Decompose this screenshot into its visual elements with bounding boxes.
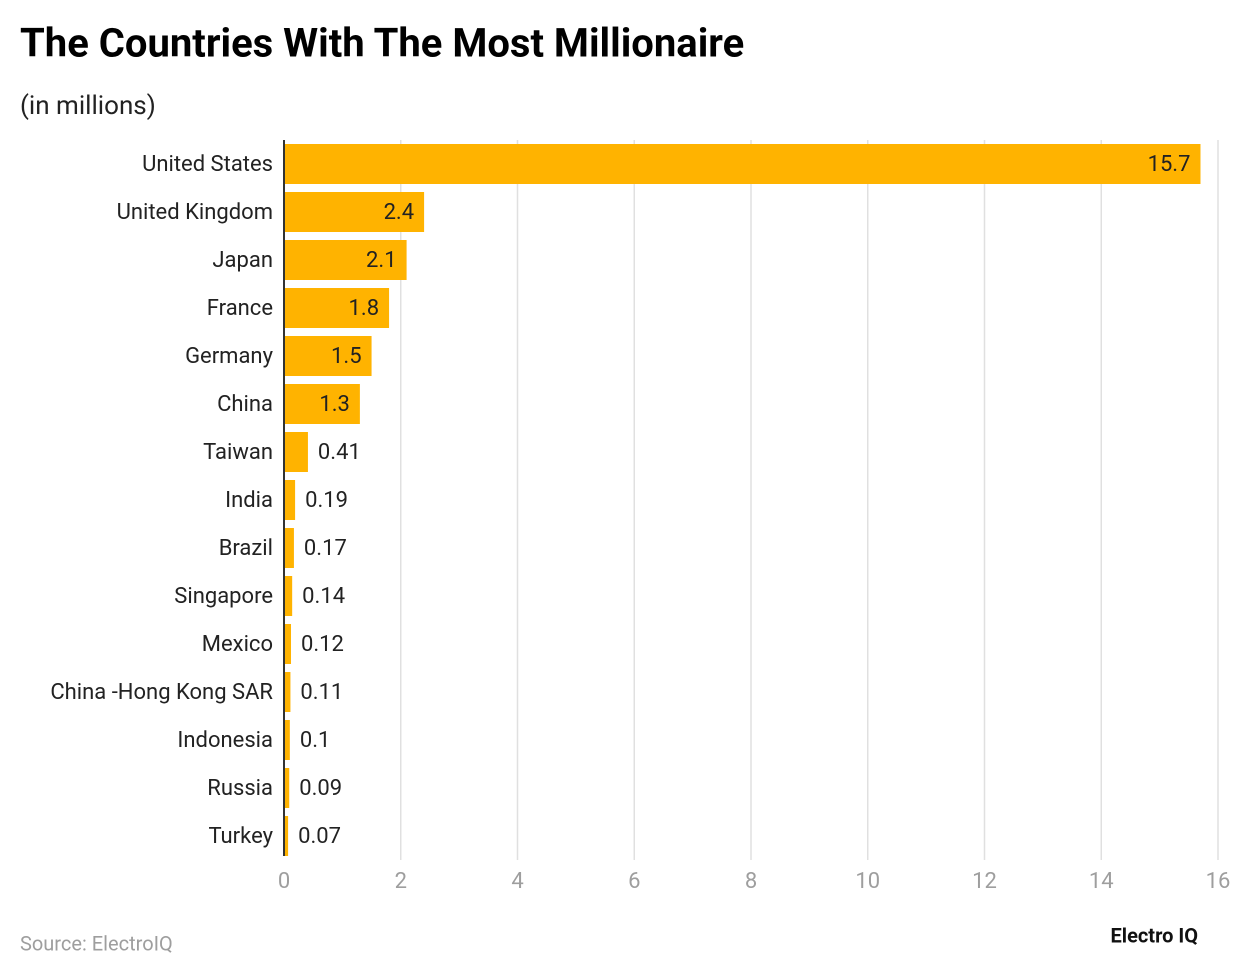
y-tick-label: Turkey [208, 824, 273, 849]
y-tick-label: China -Hong Kong SAR [50, 680, 273, 705]
y-tick-label: Russia [207, 776, 273, 801]
bar [284, 384, 360, 424]
value-label: 1.5 [331, 344, 362, 369]
x-tick-label: 10 [855, 869, 880, 894]
value-label: 0.11 [300, 680, 343, 705]
value-label: 0.12 [301, 632, 344, 657]
value-label: 1.3 [319, 392, 350, 417]
bar [284, 528, 294, 568]
bar [284, 480, 296, 520]
value-label: 0.09 [299, 776, 342, 801]
value-label: 2.4 [384, 200, 415, 225]
source: Source: ElectroIQ [20, 931, 173, 955]
y-tick-label: United Kingdom [117, 200, 273, 225]
x-tick-label: 16 [1206, 869, 1231, 894]
value-label: 1.8 [349, 296, 380, 321]
value-label: 0.19 [305, 488, 348, 513]
x-tick-label: 6 [628, 869, 640, 894]
bar [284, 720, 290, 760]
bar [284, 432, 308, 472]
y-tick-label: France [207, 296, 273, 321]
chart-subtitle: (in millions) [20, 91, 156, 121]
y-tick-label: Taiwan [203, 440, 273, 465]
value-label: 0.14 [302, 584, 345, 609]
y-tick-label: Mexico [202, 632, 273, 657]
x-tick-label: 0 [278, 869, 290, 894]
bar [284, 144, 1201, 184]
bar [284, 768, 290, 808]
value-label: 0.17 [304, 536, 347, 561]
x-tick-label: 12 [972, 869, 997, 894]
bar [284, 816, 289, 856]
value-label: 0.41 [318, 440, 361, 465]
y-tick-label: Japan [212, 248, 273, 273]
brand-logo: Electro IQ [1111, 923, 1198, 947]
bar [284, 288, 390, 328]
y-tick-label: Indonesia [177, 728, 273, 753]
y-tick-label: China [217, 392, 273, 417]
value-label: 0.07 [298, 824, 341, 849]
y-tick-label: United States [142, 152, 273, 177]
chart-title: The Countries With The Most Millionaire [20, 20, 744, 67]
bar [284, 336, 372, 376]
bar [284, 240, 407, 280]
x-tick-label: 4 [511, 869, 523, 894]
x-tick-label: 8 [745, 869, 757, 894]
y-tick-label: India [225, 488, 273, 513]
x-tick-label: 14 [1089, 869, 1114, 894]
value-label: 15.7 [1148, 152, 1191, 177]
y-tick-label: Brazil [219, 536, 273, 561]
bar [284, 672, 291, 712]
value-label: 2.1 [366, 248, 397, 273]
value-label: 0.1 [300, 728, 331, 753]
x-tick-label: 2 [395, 869, 407, 894]
bar [284, 624, 292, 664]
y-tick-label: Singapore [174, 584, 273, 609]
bar [284, 192, 425, 232]
bar [284, 576, 293, 616]
y-tick-label: Germany [185, 344, 274, 369]
